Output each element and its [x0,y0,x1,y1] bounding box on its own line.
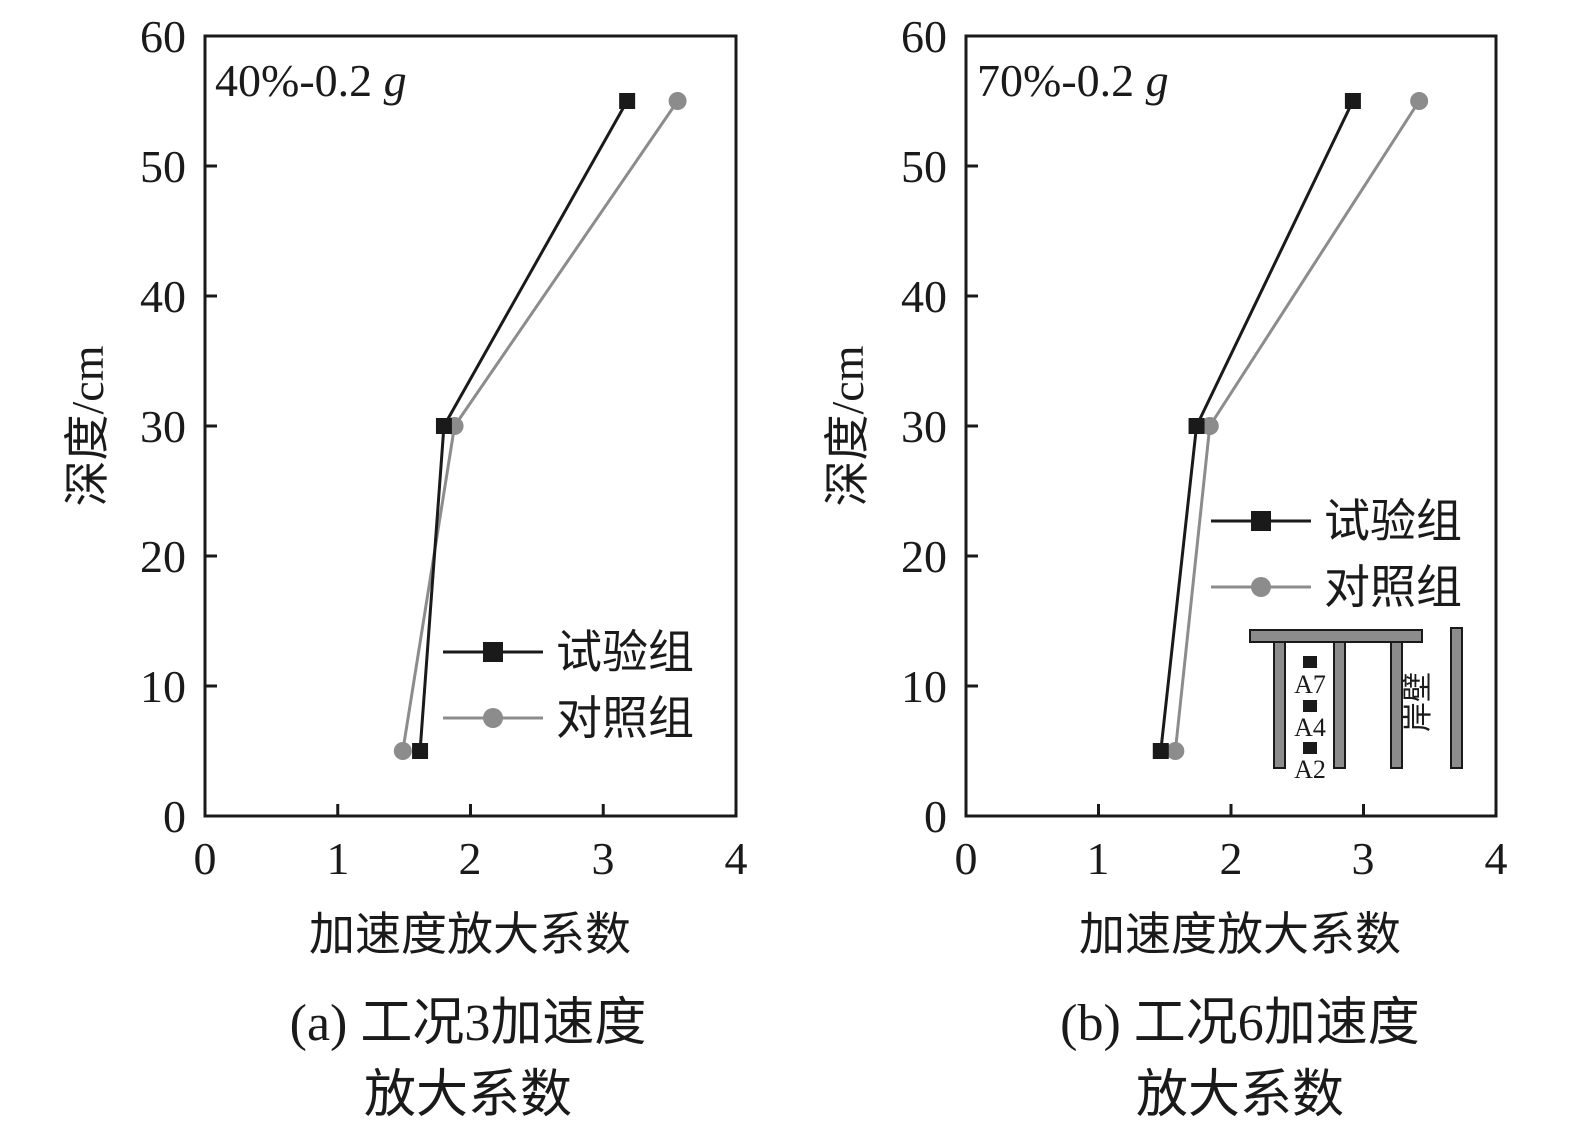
panel-a-y-tick-label: 40 [140,271,186,322]
inset-quay-wall [1450,627,1463,769]
inset-pile [1333,641,1346,769]
panel-b-inset-schematic: A7 A4 A2 岸壁 [1249,627,1463,784]
panel-a-x-tick-label: 3 [592,833,615,884]
panel-a-x-tick-labels: 0 1 2 3 4 [194,833,748,884]
panel-a-x-tick-label: 4 [725,833,748,884]
panel-b-series-layer [1152,92,1429,760]
panel-b-legend-label-control: 对照组 [1324,562,1462,613]
panel-b-data-point-trial [1344,93,1361,109]
panel-b-y-tick-label: 50 [901,141,947,192]
legend-marker-circle [1251,577,1271,597]
panel-a-legend-label-control: 对照组 [556,693,694,744]
panel-a-series-layer [393,92,687,760]
inset-sensor-marker [1303,742,1317,754]
panel-b-data-point-control [1410,92,1429,110]
panel-a-condition-label: 40%-0.2 g [215,55,407,106]
inset-top-deck [1249,629,1423,643]
panel-a-caption-line-2: 放大系数 [364,1067,572,1124]
panel-a-legend: 试验组 对照组 [443,627,694,744]
panel-a-legend-label-trial: 试验组 [556,627,694,678]
panel-a-data-point-trial [435,418,452,434]
panel-a-x-tick-label: 1 [327,833,350,884]
panel-b-legend: 试验组 对照组 [1211,496,1462,613]
panel-a-x-tick-label: 2 [459,833,482,884]
panel-a-y-tick-label: 0 [163,791,186,842]
panel-a-ticks [203,34,738,818]
panel-b-x-axis-title: 加速度放大系数 [1079,909,1401,960]
panel-a-y-axis-title: 深度/cm [62,345,113,506]
inset-sensor-marker [1303,656,1317,668]
inset-sensor-label: A4 [1294,713,1326,742]
inset-sensor-marker [1303,700,1317,712]
panel-b-x-tick-label: 4 [1485,833,1508,884]
legend-marker-square [1251,511,1271,531]
panel-b-y-tick-label: 10 [901,661,947,712]
panel-a-y-tick-label: 60 [140,11,186,62]
panel-a-caption-line-1: (a) 工况3加速度 [290,995,647,1052]
inset-pile [1273,641,1286,769]
panel-a-x-axis-title: 加速度放大系数 [309,909,631,960]
panel-a-y-tick-label: 30 [140,401,186,452]
panel-b-y-tick-label: 20 [901,531,947,582]
panel-a: 0 1 2 3 4 0 10 20 30 40 50 60 40%-0.2 g … [62,11,748,1124]
panel-b-y-tick-labels: 0 10 20 30 40 50 60 [901,11,947,842]
panel-b-data-point-control [1166,742,1185,760]
panel-a-x-tick-label: 0 [194,833,217,884]
inset-wall-label: 岸壁 [1402,672,1435,732]
panel-b-data-point-control [1200,417,1219,435]
panel-a-y-tick-labels: 0 10 20 30 40 50 60 [140,11,186,842]
panel-a-y-tick-label: 50 [140,141,186,192]
panel-b-x-tick-label: 0 [955,833,978,884]
panel-b-ticks [964,34,1498,818]
panel-a-data-point-control [668,92,687,110]
panel-b-x-tick-labels: 0 1 2 3 4 [955,833,1508,884]
legend-marker-circle [483,708,503,728]
inset-pile [1390,641,1403,769]
inset-sensor-label: A2 [1294,755,1326,784]
panel-b-y-tick-label: 40 [901,271,947,322]
panel-b-legend-label-trial: 试验组 [1324,496,1462,547]
panel-b: 0 1 2 3 4 0 10 20 30 40 50 60 70%-0.2 g … [822,11,1508,1124]
panel-a-data-point-trial [412,743,429,759]
panel-b-condition-label: 70%-0.2 g [977,55,1169,106]
panel-b-y-tick-label: 30 [901,401,947,452]
panel-b-caption-line-2: 放大系数 [1136,1067,1344,1124]
inset-sensor-label: A7 [1294,670,1326,699]
panel-b-data-point-trial [1188,418,1205,434]
panel-b-x-tick-label: 2 [1220,833,1243,884]
panel-b-y-axis-title: 深度/cm [822,345,873,506]
panel-a-y-tick-label: 20 [140,531,186,582]
panel-b-data-point-trial [1152,743,1169,759]
panel-b-x-tick-label: 1 [1087,833,1110,884]
panel-b-y-tick-label: 60 [901,11,947,62]
legend-marker-square [483,642,503,662]
panel-b-y-tick-label: 0 [924,791,947,842]
panel-a-data-point-trial [619,93,636,109]
panel-a-y-tick-label: 10 [140,661,186,712]
panel-a-data-point-control [393,742,412,760]
panel-b-caption-line-1: (b) 工况6加速度 [1060,995,1420,1052]
panel-b-x-tick-label: 3 [1352,833,1375,884]
